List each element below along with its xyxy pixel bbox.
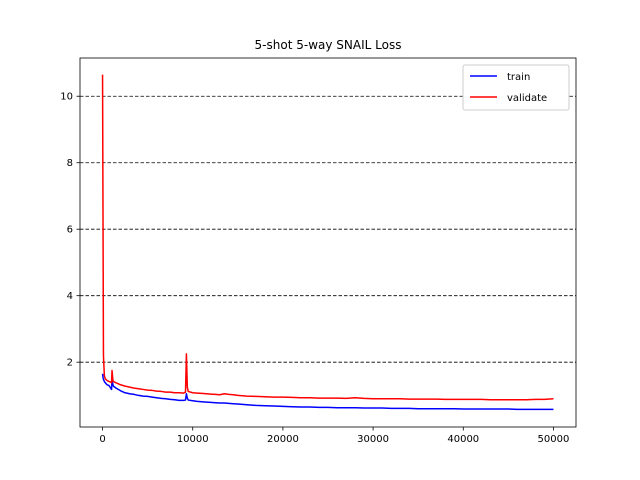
y-gridlines <box>80 95 576 363</box>
x-tick-label: 20000 <box>267 434 299 445</box>
y-tick-label: 10 <box>60 92 73 103</box>
series-lines <box>101 74 554 411</box>
chart-title: 5-shot 5-way SNAIL Loss <box>255 38 402 52</box>
series-line-validate <box>101 74 554 401</box>
axes: 0 10000 20000 30000 40000 50000 2 4 6 8 10 <box>60 57 577 445</box>
x-tick-label: 40000 <box>447 434 479 445</box>
x-tick-label: 50000 <box>538 434 570 445</box>
legend-label-validate: validate <box>507 93 547 104</box>
plot-frame <box>79 57 577 428</box>
y-tick-label: 8 <box>67 158 73 169</box>
y-tick-label: 4 <box>67 291 73 302</box>
legend: train validate <box>462 64 570 111</box>
x-tick-label: 30000 <box>357 434 389 445</box>
legend-label-train: train <box>507 72 530 83</box>
y-tick-label: 2 <box>67 358 73 369</box>
x-tick-label: 10000 <box>177 434 209 445</box>
x-tick-label: 0 <box>99 434 105 445</box>
y-tick-label: 6 <box>67 225 73 236</box>
series-line-train <box>101 373 554 411</box>
